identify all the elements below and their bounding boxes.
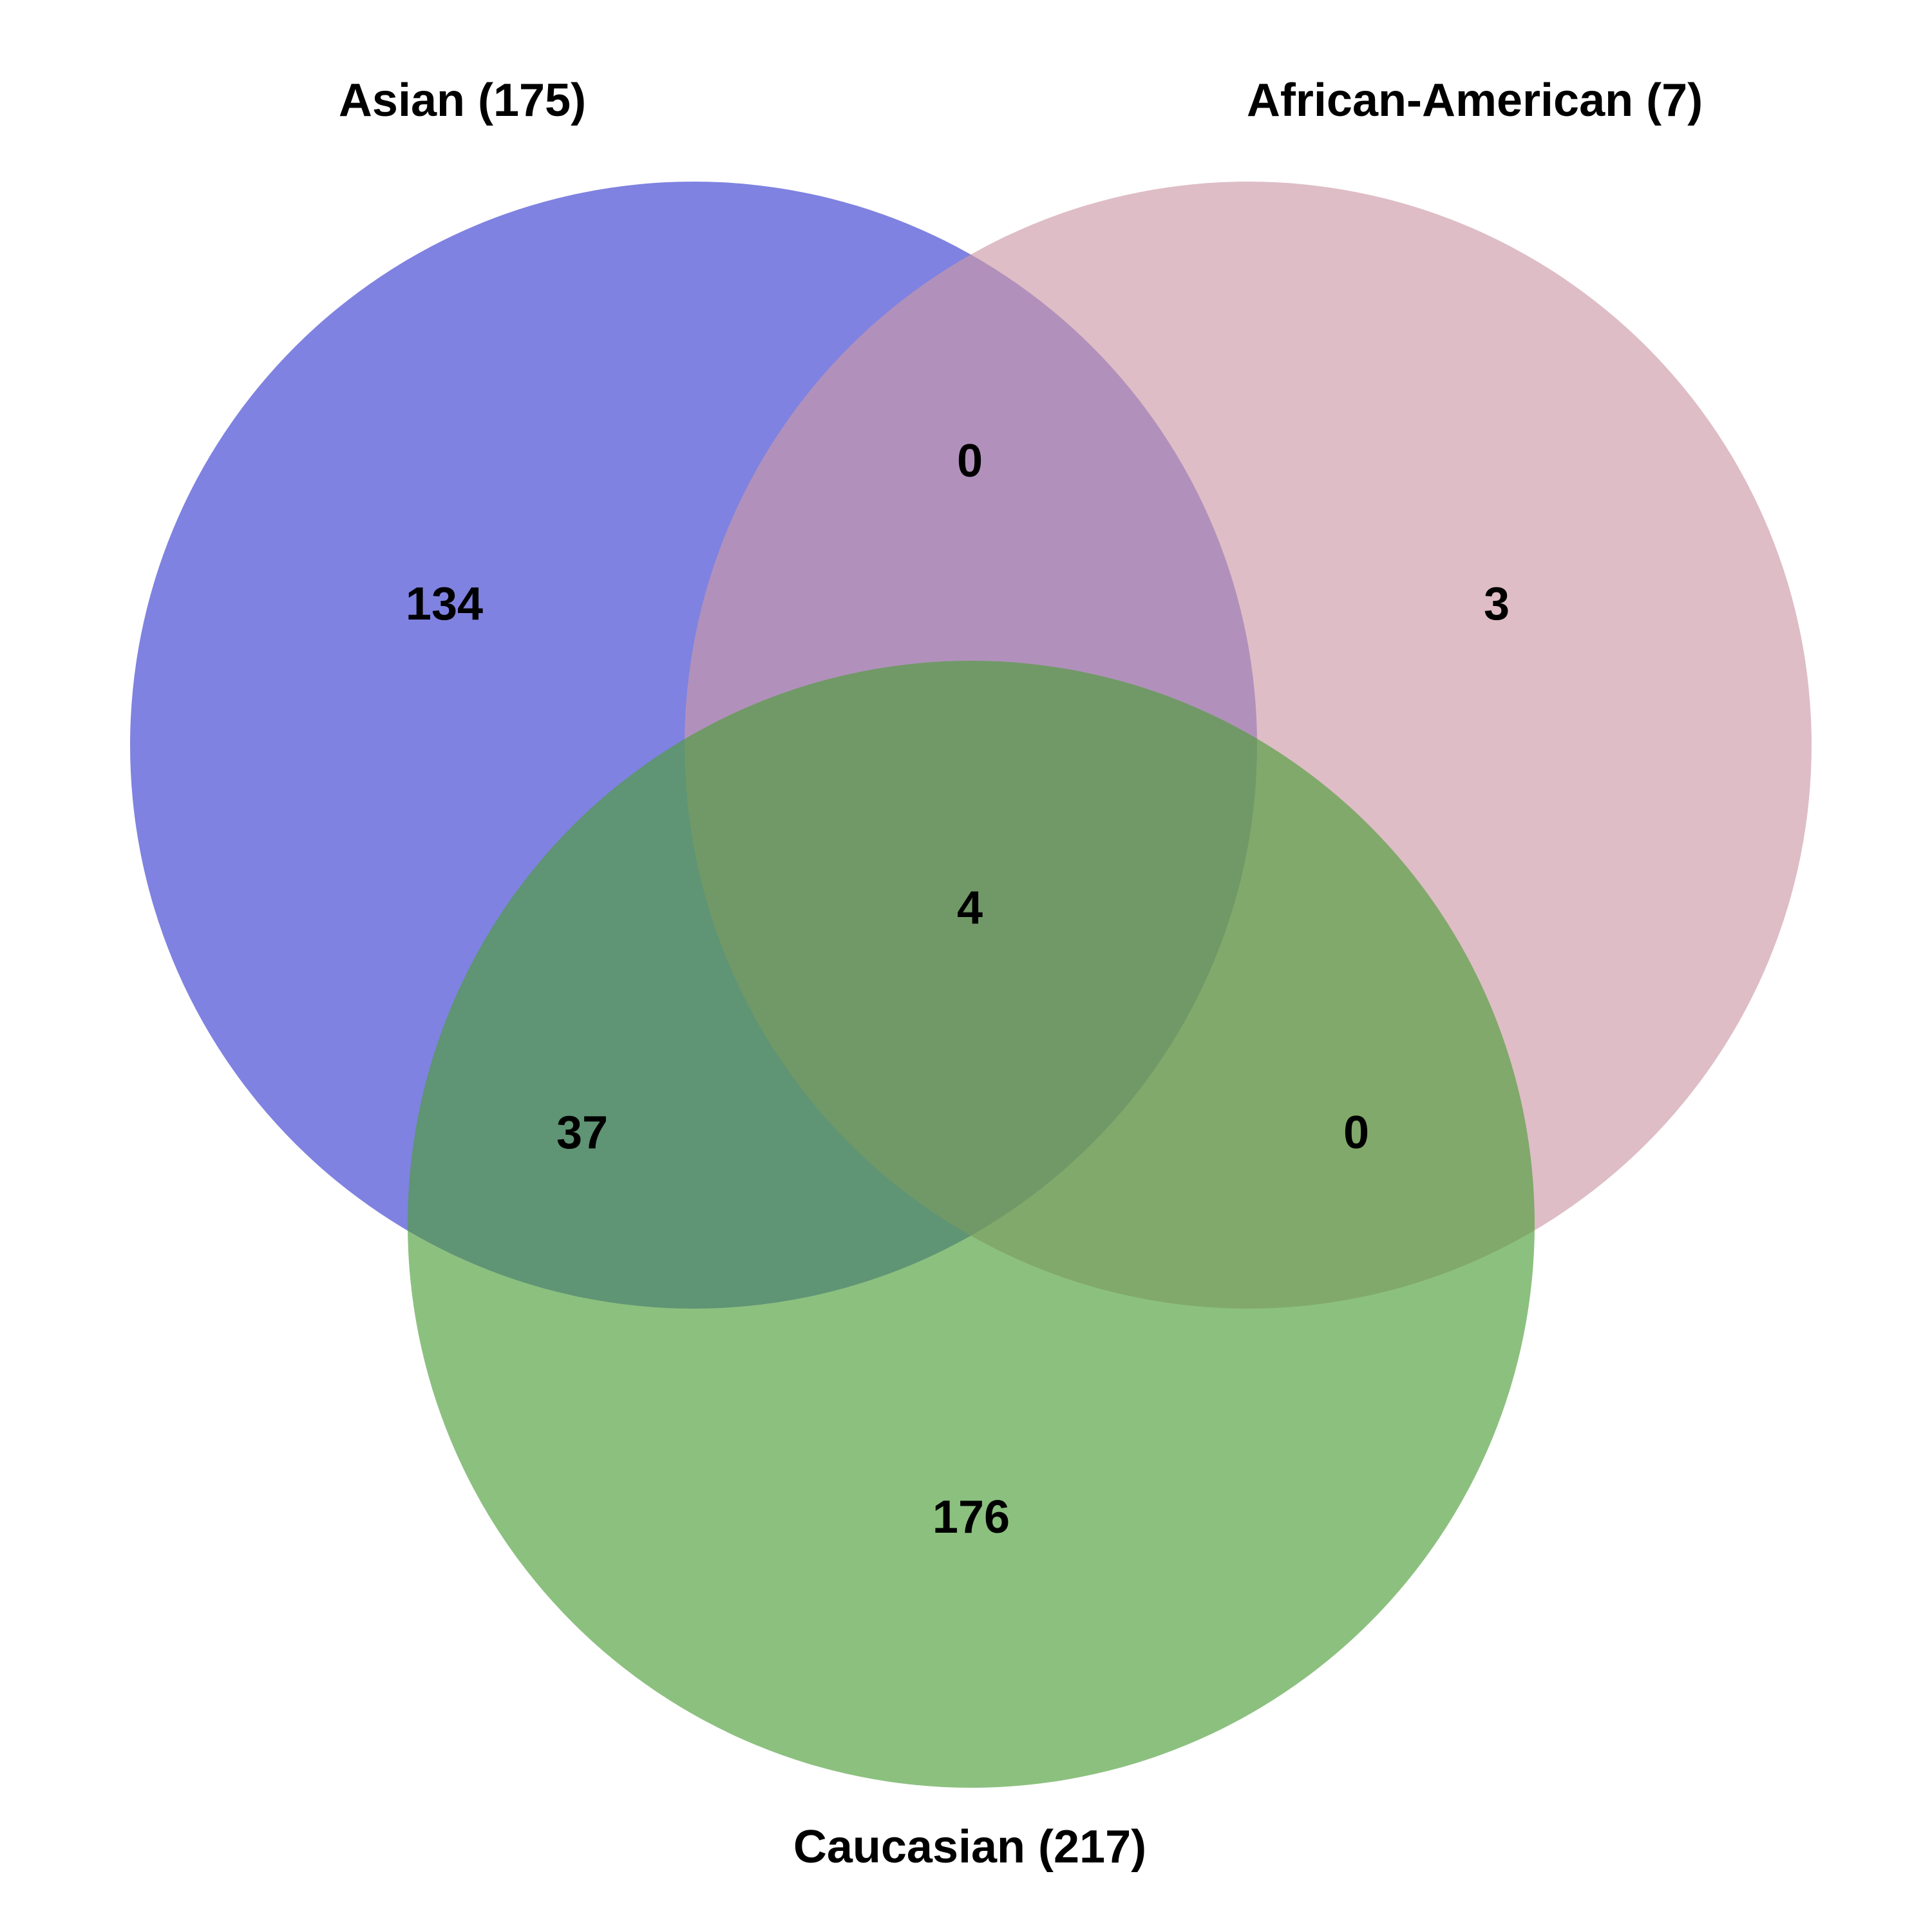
asian-african-american-count: 0 [957, 435, 983, 487]
asian-caucasian-count: 37 [556, 1107, 608, 1159]
african-american-set-label: African-American (7) [1247, 75, 1703, 126]
caucasian-set-circle [408, 661, 1535, 1788]
caucasian-only-count: 176 [933, 1492, 1010, 1543]
asian-set-label: Asian (175) [339, 75, 586, 126]
caucasian-set-label: Caucasian (217) [793, 1821, 1146, 1873]
african-american-caucasian-count: 0 [1343, 1107, 1369, 1159]
all-three-count: 4 [957, 882, 983, 934]
african-american-only-count: 3 [1484, 578, 1510, 630]
asian-only-count: 134 [406, 578, 483, 630]
